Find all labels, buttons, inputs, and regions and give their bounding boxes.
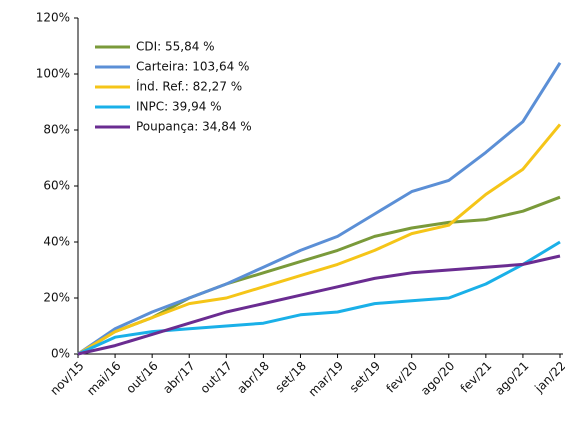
x-tick-label: set/19 xyxy=(347,359,384,396)
x-tick-label: nov/15 xyxy=(47,359,86,398)
series-line xyxy=(77,61,562,356)
legend-label: CDI: 55,84 % xyxy=(136,40,215,54)
x-tick-label: out/17 xyxy=(197,359,234,396)
series-line xyxy=(77,123,562,356)
series-line xyxy=(77,254,561,356)
x-tick-label: fev/21 xyxy=(458,359,495,396)
x-tick-label: abr/18 xyxy=(234,359,272,397)
x-tick-label: out/16 xyxy=(123,359,160,396)
x-tick-label: set/18 xyxy=(273,359,310,396)
x-tick-label: mar/19 xyxy=(306,359,347,400)
x-tick-label: jan/22 xyxy=(531,359,565,396)
series-line xyxy=(77,240,561,356)
y-tick-label: 60% xyxy=(43,179,70,193)
legend-label: Índ. Ref.: 82,27 % xyxy=(136,79,242,94)
y-tick-label: 100% xyxy=(36,67,70,81)
legend-label: INPC: 39,94 % xyxy=(136,100,222,114)
y-tick-label: 0% xyxy=(51,347,70,361)
x-tick-label: ago/20 xyxy=(418,359,457,398)
x-tick-label: mai/16 xyxy=(84,359,123,398)
x-tick-label: ago/21 xyxy=(492,359,531,398)
y-tick-label: 40% xyxy=(43,235,70,249)
y-tick-label: 20% xyxy=(43,291,70,305)
legend-label: Carteira: 103,64 % xyxy=(136,60,249,74)
legend-label: Poupança: 34,84 % xyxy=(136,120,252,134)
x-tick-label: fev/20 xyxy=(383,359,420,396)
x-tick-label: abr/17 xyxy=(160,359,198,397)
y-tick-label: 80% xyxy=(43,123,70,137)
y-tick-label: 120% xyxy=(36,11,70,25)
